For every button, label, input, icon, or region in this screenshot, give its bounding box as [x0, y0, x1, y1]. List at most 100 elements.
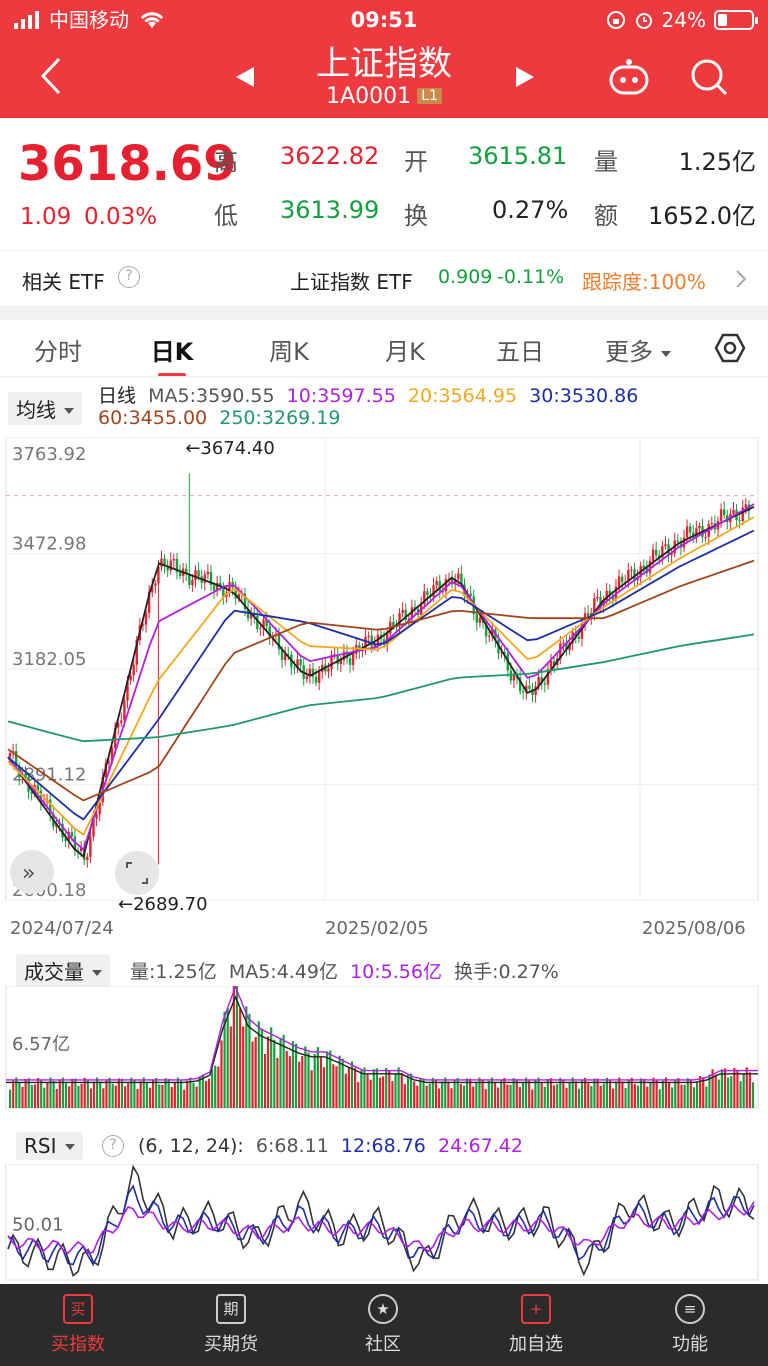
related-etf-row[interactable]: 相关 ETF ? 上证指数 ETF 0.909 -0.11% 跟踪度:100% — [0, 250, 768, 306]
candle-body — [107, 761, 111, 764]
volume-bar — [643, 1078, 646, 1108]
volume-bar — [382, 1076, 385, 1108]
level-badge: L1 — [417, 88, 442, 104]
prev-stock-button[interactable] — [232, 64, 258, 90]
volume-bar — [164, 1078, 167, 1108]
volume-bar — [515, 1079, 518, 1108]
caret-down-icon — [64, 408, 74, 414]
candle-body — [565, 642, 568, 651]
candle-body — [692, 532, 695, 538]
volume-bar — [605, 1077, 608, 1108]
kline-chart[interactable]: 3763.923472.983182.052891.122600.18←3674… — [0, 430, 768, 942]
next-stock-button[interactable] — [512, 64, 538, 90]
nav-add-watchlist[interactable]: + 加自选 — [466, 1294, 606, 1356]
tab-more[interactable]: 更多 — [598, 332, 678, 367]
volume-bar — [630, 1077, 633, 1108]
carrier: 中国移动 — [49, 8, 129, 32]
tab-weekly-k[interactable]: 周K — [269, 338, 309, 366]
ma-line-ma30 — [7, 529, 755, 821]
volume-bar — [40, 1079, 43, 1108]
volume-bar — [142, 1077, 145, 1108]
rsi-help-icon[interactable]: ? — [102, 1135, 124, 1157]
volume-bar — [615, 1081, 618, 1108]
candle-body — [243, 593, 247, 610]
high-label: 高 — [214, 148, 238, 176]
period-tabs: 分时 日K 周K 月K 五日 更多 — [0, 320, 768, 377]
help-icon[interactable]: ? — [118, 266, 140, 288]
ma-line-ma10 — [7, 503, 755, 852]
nav-functions[interactable]: ≡ 功能 — [620, 1294, 760, 1356]
candle-body — [630, 569, 633, 571]
nav-community[interactable]: ★ 社区 — [313, 1294, 453, 1356]
volume-bar — [624, 1088, 627, 1108]
nav-buy-index[interactable]: 买买指数 — [8, 1294, 148, 1356]
volume-bar — [273, 1039, 276, 1108]
signal-icon — [14, 11, 39, 29]
volume-bar — [447, 1081, 450, 1108]
community-star-icon: ★ — [368, 1294, 398, 1324]
volume-bar — [251, 1041, 254, 1108]
volume-bar — [478, 1077, 481, 1108]
legend-rsi24: 24:67.42 — [437, 1135, 523, 1157]
chevron-right-icon — [736, 270, 746, 288]
candle-body — [552, 660, 556, 665]
volume-bar — [565, 1087, 568, 1108]
volume-bar — [276, 1057, 279, 1108]
back-button[interactable] — [36, 56, 66, 96]
rsi-selector[interactable]: RSI — [16, 1132, 83, 1160]
indicator-selector[interactable]: 均线 — [8, 392, 82, 425]
assistant-button[interactable] — [606, 56, 652, 98]
candle-body — [543, 683, 547, 685]
volume-bar — [450, 1088, 453, 1108]
volume-bar — [431, 1077, 434, 1108]
volume-bar — [742, 1073, 745, 1108]
tab-intraday[interactable]: 分时 — [34, 338, 82, 366]
candle-body — [135, 639, 138, 665]
candle-body — [373, 644, 377, 647]
volume-bar — [263, 1054, 267, 1108]
battery-percent: 24% — [661, 8, 706, 32]
search-button[interactable] — [688, 56, 730, 98]
volume-bar — [354, 1067, 357, 1108]
volume-bar — [720, 1069, 724, 1108]
tab-monthly-k[interactable]: 月K — [385, 338, 425, 366]
volume-bar — [242, 1026, 245, 1108]
nav-buy-futures[interactable]: 期买期货 — [161, 1294, 301, 1356]
volume-bar — [33, 1084, 37, 1108]
tab-five-day[interactable]: 五日 — [496, 338, 544, 366]
volume-bar — [422, 1078, 425, 1108]
volume-bar — [658, 1089, 661, 1108]
volume-bar — [521, 1082, 525, 1108]
volume-bar — [310, 1070, 313, 1108]
volume-bar — [43, 1087, 46, 1108]
y-tick-label: 6.57亿 — [12, 1034, 70, 1055]
last-price: 3618.69 — [18, 136, 237, 192]
volume-bar — [96, 1077, 99, 1108]
volume-bar — [161, 1084, 164, 1108]
volume-bar — [596, 1078, 599, 1108]
rsi-chart[interactable]: 50.01 — [0, 1164, 768, 1284]
candle-body — [113, 727, 117, 748]
candle-body — [620, 576, 624, 583]
settings-icon[interactable] — [714, 332, 746, 364]
candle-body — [627, 570, 630, 583]
ma-line-ma20 — [7, 516, 755, 836]
candle-body — [698, 525, 701, 529]
candle-body — [24, 773, 27, 777]
tab-daily-k[interactable]: 日K — [150, 338, 194, 366]
volume-bar — [291, 1041, 295, 1108]
candle-body — [525, 685, 528, 693]
candle-body — [475, 613, 479, 623]
candle-body — [169, 560, 172, 571]
volume-selector[interactable]: 成交量 — [16, 954, 110, 987]
volume-legend: 量:1.25亿 MA5:4.49亿 10:5.56亿 换手:0.27% — [130, 957, 559, 984]
candle-body — [206, 571, 210, 575]
volume-bar — [559, 1077, 562, 1108]
volume-bar — [385, 1067, 388, 1108]
volume-bar — [83, 1077, 86, 1108]
candle-body — [8, 753, 12, 758]
candle-body — [95, 814, 98, 819]
volume-chart[interactable]: 6.57亿 — [0, 986, 768, 1112]
candle-body — [491, 629, 494, 636]
volume-bar — [151, 1079, 155, 1108]
